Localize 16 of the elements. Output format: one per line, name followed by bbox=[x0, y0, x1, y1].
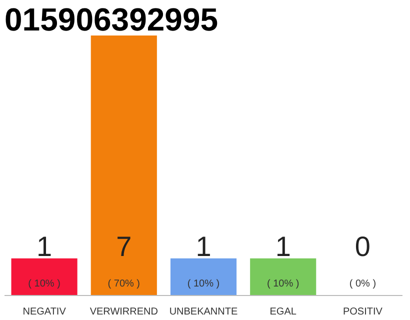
x-tick-label: VERWIRREND bbox=[90, 306, 158, 318]
x-tick-label: UNBEKANNTE bbox=[169, 306, 238, 318]
annotation: 1 bbox=[275, 231, 291, 262]
x-tick-label: EGAL bbox=[270, 306, 297, 318]
x-tick-label: NEGATIV bbox=[22, 306, 66, 318]
chart-title: 015906392995 bbox=[4, 2, 218, 38]
data-label: ( 10% ) bbox=[266, 278, 300, 290]
annotation: 1 bbox=[196, 231, 212, 262]
data-label: ( 10% ) bbox=[187, 278, 220, 290]
annotation: 0 bbox=[354, 231, 370, 262]
annotation: 7 bbox=[116, 231, 132, 262]
x-tick-label: POSITIV bbox=[342, 306, 383, 318]
data-label: ( 10% ) bbox=[28, 278, 60, 290]
data-label: ( 0% ) bbox=[349, 278, 376, 290]
annotation: 1 bbox=[36, 231, 52, 262]
data-label: ( 70% ) bbox=[108, 278, 140, 290]
